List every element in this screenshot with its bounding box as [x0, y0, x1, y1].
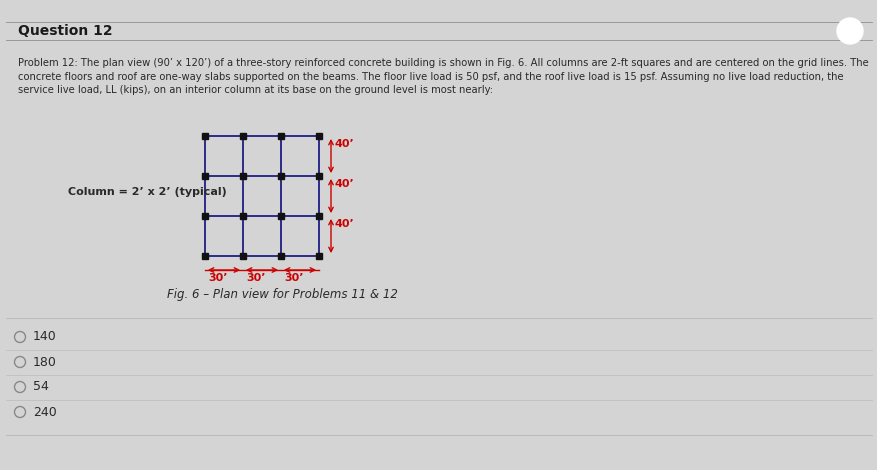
- Text: 40’: 40’: [335, 179, 354, 189]
- Text: 54: 54: [33, 381, 49, 393]
- Text: 40’: 40’: [335, 139, 354, 149]
- Text: 30’: 30’: [283, 273, 303, 283]
- Text: 180: 180: [33, 355, 57, 368]
- Text: 240: 240: [33, 406, 57, 418]
- Text: Question 12: Question 12: [18, 24, 112, 38]
- Text: concrete floors and roof are one-way slabs supported on the beams. The floor liv: concrete floors and roof are one-way sla…: [18, 71, 843, 81]
- Circle shape: [836, 18, 862, 44]
- Text: Fig. 6 – Plan view for Problems 11 & 12: Fig. 6 – Plan view for Problems 11 & 12: [167, 288, 397, 301]
- Text: 40’: 40’: [335, 219, 354, 229]
- Text: 30’: 30’: [208, 273, 227, 283]
- Text: Problem 12: The plan view (90’ x 120’) of a three-story reinforced concrete buil: Problem 12: The plan view (90’ x 120’) o…: [18, 58, 867, 68]
- Text: 30’: 30’: [246, 273, 265, 283]
- Text: Column = 2’ x 2’ (typical): Column = 2’ x 2’ (typical): [68, 187, 226, 197]
- Text: 140: 140: [33, 330, 57, 344]
- Text: service live load, LL (kips), on an interior column at its base on the ground le: service live load, LL (kips), on an inte…: [18, 85, 493, 95]
